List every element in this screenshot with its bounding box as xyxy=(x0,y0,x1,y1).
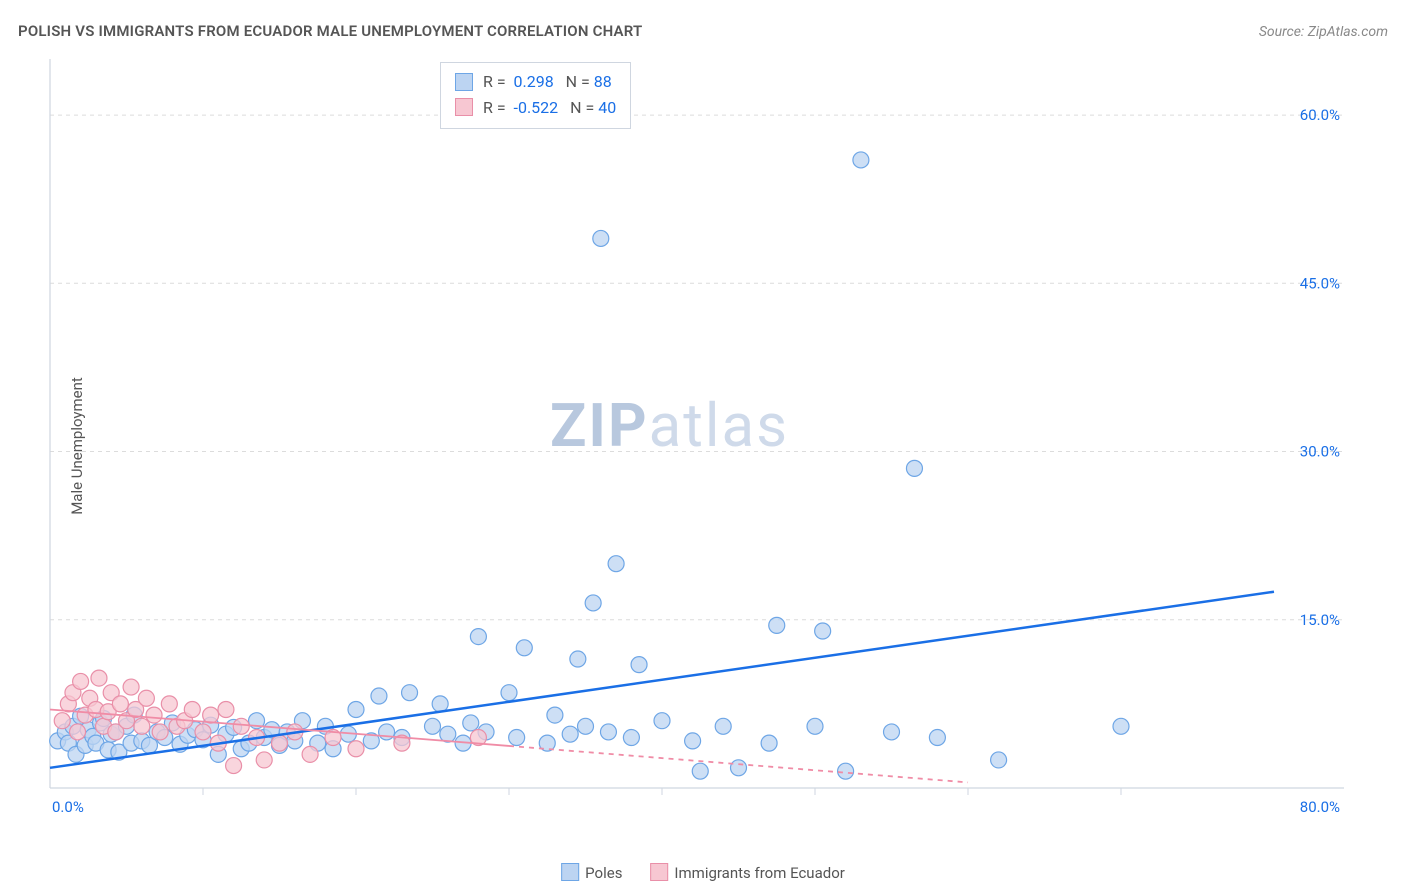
svg-text:60.0%: 60.0% xyxy=(1300,106,1340,124)
legend-item: Poles xyxy=(561,863,622,882)
footer-legend: Poles Immigrants from Ecuador xyxy=(561,863,845,882)
correlation-row: R = -0.522 N = 40 xyxy=(455,95,616,121)
scatter-plot: 15.0% 30.0% 45.0% 60.0% 0.0% 80.0% xyxy=(48,55,1344,823)
legend-label: Poles xyxy=(585,864,622,882)
legend-swatch xyxy=(561,863,579,881)
svg-text:15.0%: 15.0% xyxy=(1300,611,1340,629)
legend-item: Immigrants from Ecuador xyxy=(650,863,844,882)
svg-text:45.0%: 45.0% xyxy=(1300,274,1340,292)
legend-label: Immigrants from Ecuador xyxy=(674,864,844,882)
correlation-stats-box: R = 0.298 N = 88R = -0.522 N = 40 xyxy=(440,62,631,129)
legend-swatch xyxy=(650,863,668,881)
chart-title: POLISH VS IMMIGRANTS FROM ECUADOR MALE U… xyxy=(18,22,642,40)
legend-swatch xyxy=(455,73,473,91)
svg-text:80.0%: 80.0% xyxy=(1300,798,1340,816)
correlation-row: R = 0.298 N = 88 xyxy=(455,69,616,95)
svg-text:30.0%: 30.0% xyxy=(1300,443,1340,461)
svg-text:0.0%: 0.0% xyxy=(52,798,84,816)
chart-header: POLISH VS IMMIGRANTS FROM ECUADOR MALE U… xyxy=(18,22,1388,40)
legend-swatch xyxy=(455,98,473,116)
chart-source: Source: ZipAtlas.com xyxy=(1259,24,1388,40)
